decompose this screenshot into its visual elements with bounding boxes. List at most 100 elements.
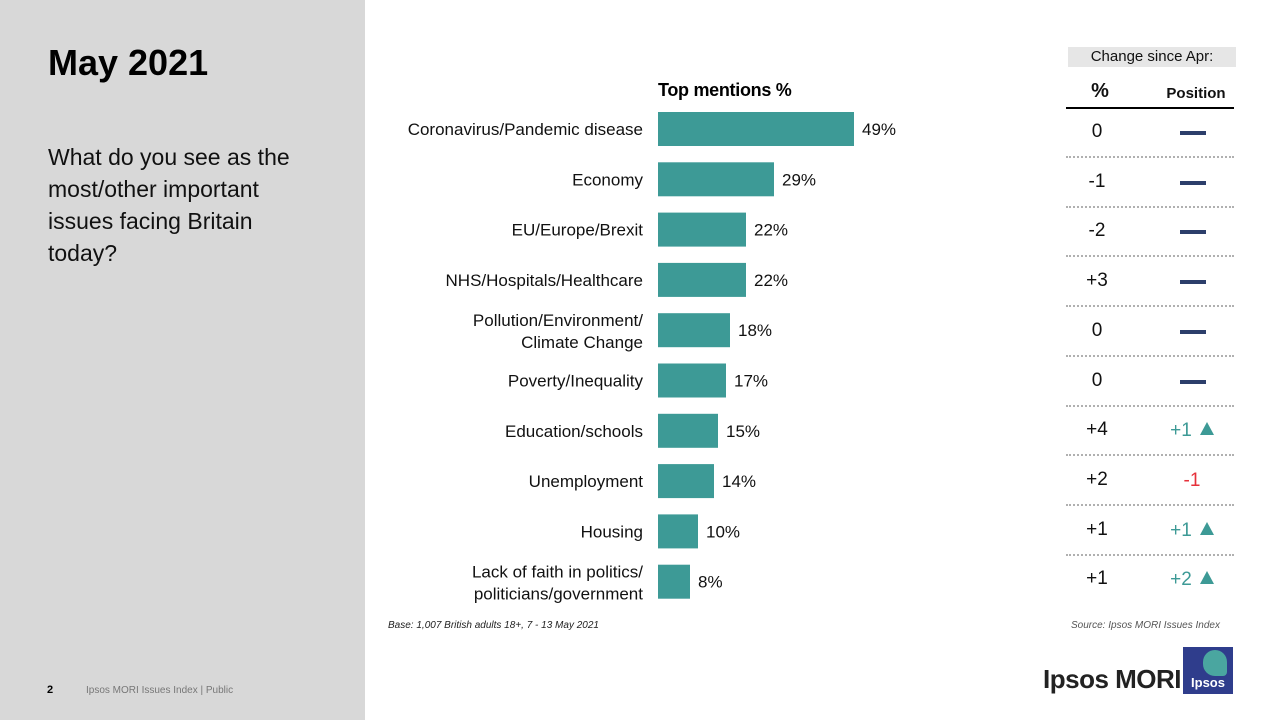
position-change-value: -1 (1183, 469, 1201, 491)
left-panel: May 2021 What do you see as the most/oth… (0, 0, 365, 720)
change-row: 0 (1066, 108, 1234, 158)
category-label: Coronavirus/Pandemic disease (408, 120, 643, 139)
no-change-dash-icon (1180, 131, 1206, 135)
no-change-dash-icon (1180, 230, 1206, 235)
pct-change-value: -2 (1088, 220, 1106, 242)
bar (658, 162, 774, 197)
position-change-cell (1156, 220, 1228, 244)
category-label: Lack of faith in politics/politicians/go… (472, 563, 643, 604)
bar-row: Education/schools 15% (505, 413, 760, 448)
position-change-value: +1 (1170, 420, 1192, 442)
position-change-cell: +2 (1156, 568, 1228, 592)
header-divider (1066, 107, 1234, 109)
bar-chart: Coronavirus/Pandemic disease 49% Economy 29… (408, 112, 896, 604)
no-change-dash-icon (1180, 180, 1206, 185)
position-change-value: +2 (1170, 569, 1192, 591)
bar (658, 464, 714, 499)
source-note: Source: Ipsos MORI Issues Index (1071, 620, 1220, 631)
change-row: 0 (1066, 357, 1234, 407)
position-change-cell (1156, 270, 1228, 294)
pct-change-header: % (1091, 80, 1109, 102)
slide-title: May 2021 (48, 42, 209, 83)
pct-change-value: +1 (1086, 568, 1108, 590)
bar-row: Poverty/Inequality 17% (508, 363, 768, 398)
pct-change-value: +2 (1086, 468, 1108, 490)
value-label: 15% (726, 422, 760, 441)
pct-change-value: +3 (1086, 270, 1108, 292)
logo-text: Ipsos (1191, 675, 1225, 690)
position-change-cell: +1 (1156, 419, 1228, 443)
pct-change-value: 0 (1091, 319, 1103, 341)
page-number: 2 (47, 684, 54, 696)
bar-row: Lack of faith in politics/politicians/go… (472, 563, 723, 604)
bar-row: NHS/Hospitals/Healthcare 22% (446, 262, 788, 297)
bar-row: Unemployment 14% (529, 464, 756, 499)
bar-row: Pollution/Environment/Climate Change 18% (473, 311, 772, 352)
up-arrow-icon (1199, 571, 1214, 585)
up-arrow-icon (1199, 422, 1214, 436)
pct-change-value: +1 (1086, 518, 1108, 540)
change-row: -1 (1066, 158, 1234, 208)
category-label: Unemployment (529, 472, 644, 491)
value-label: 22% (754, 271, 788, 290)
no-change-dash-icon (1180, 280, 1206, 285)
no-change-dash-icon (1180, 379, 1206, 384)
category-label: Poverty/Inequality (508, 372, 644, 391)
category-label: Housing (581, 522, 643, 541)
change-row: -2 (1066, 207, 1234, 258)
value-label: 29% (782, 170, 816, 189)
bar (658, 413, 718, 448)
position-change-cell (1156, 370, 1228, 394)
change-row: +2 -1 (1066, 456, 1234, 506)
change-row: +1 +2 (1066, 555, 1234, 605)
value-label: 18% (738, 321, 772, 340)
value-label: 49% (862, 120, 896, 139)
change-row: +3 (1066, 257, 1234, 308)
bar (658, 112, 854, 146)
pct-change-value: 0 (1091, 369, 1103, 391)
bar (658, 564, 690, 599)
position-change-cell: -1 (1156, 469, 1228, 493)
category-label: NHS/Hospitals/Healthcare (446, 271, 643, 290)
chart-title: Top mentions % (658, 80, 792, 100)
bar-row: Coronavirus/Pandemic disease 49% (408, 112, 896, 146)
change-header: Change since Apr: (1068, 47, 1236, 67)
logo-mark-icon (1203, 650, 1227, 676)
bar (658, 363, 726, 398)
base-note: Base: 1,007 British adults 18+, 7 - 13 M… (388, 620, 599, 631)
footer-text: Ipsos MORI Issues Index | Public (86, 685, 234, 696)
bar (658, 212, 746, 247)
category-label: Pollution/Environment/Climate Change (473, 311, 643, 352)
position-change-cell (1156, 171, 1228, 195)
no-change-dash-icon (1180, 329, 1206, 334)
position-change-value: +1 (1170, 519, 1192, 541)
bar-row: Housing 10% (581, 514, 740, 549)
pct-change-value: -1 (1088, 170, 1106, 192)
value-label: 8% (698, 573, 723, 592)
position-change-cell: +1 (1156, 519, 1228, 543)
category-label: EU/Europe/Brexit (512, 221, 644, 240)
value-label: 14% (722, 472, 756, 491)
bar (658, 262, 746, 297)
change-row: +1 +1 (1066, 506, 1234, 556)
ipsos-logo-icon: Ipsos (1183, 647, 1233, 694)
value-label: 17% (734, 372, 768, 391)
bar-row: EU/Europe/Brexit 22% (512, 212, 788, 247)
change-row: +4 +1 (1066, 406, 1234, 457)
pct-change-value: +4 (1086, 419, 1108, 441)
bar (658, 514, 698, 549)
position-change-cell (1156, 320, 1228, 344)
value-label: 10% (706, 522, 740, 541)
bar-row: Economy 29% (572, 162, 816, 197)
brand-name: Ipsos MORI (1043, 664, 1182, 694)
position-change-header: Position (1166, 85, 1226, 102)
value-label: 22% (754, 221, 788, 240)
up-arrow-icon (1199, 521, 1214, 535)
pct-change-value: 0 (1091, 121, 1103, 142)
survey-question: What do you see as the most/other import… (48, 144, 290, 266)
category-label: Education/schools (505, 422, 643, 441)
bar (658, 313, 730, 348)
category-label: Economy (572, 170, 643, 189)
position-change-cell (1156, 121, 1228, 145)
change-row: 0 (1066, 307, 1234, 357)
